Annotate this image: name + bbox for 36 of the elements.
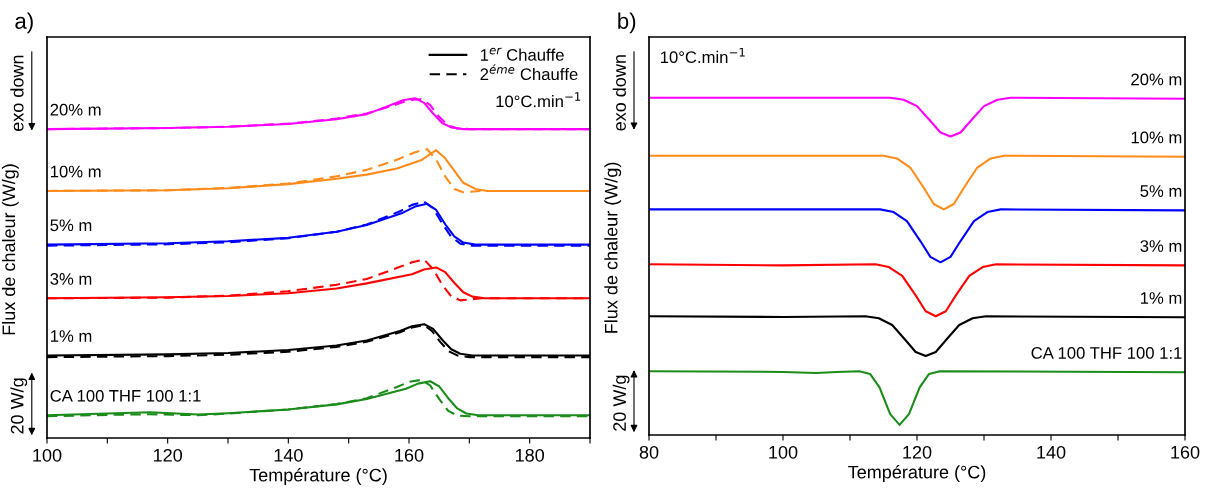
series-label: 3% m (1140, 240, 1182, 252)
series-label: 5% m (50, 219, 92, 232)
x-tick-label: 140 (274, 448, 303, 462)
y-axis-title: Flux de chaleur (W/g) (1, 164, 19, 335)
chart-title: b) (618, 12, 636, 34)
series-label: 1% m (50, 330, 92, 342)
chart-title: a) (15, 12, 33, 34)
y-axis-title: Flux de chaleur (W/g) (604, 162, 622, 333)
x-axis-title: Température (°C) (249, 468, 387, 486)
text: 20 W/g (10, 378, 28, 434)
annotation: 10°C.min$^{−1}$ (496, 92, 581, 108)
series-label: 10% m (50, 165, 101, 178)
series-label: CA 100 THF 100 1:1 (50, 389, 201, 402)
x-tick-label: 120 (903, 445, 932, 459)
series-label: CA 100 THF 100 1:1 (1031, 347, 1182, 359)
text: 20 W/g (612, 375, 630, 431)
x-tick-label: 80 (639, 445, 659, 459)
x-tick-label: 100 (33, 448, 62, 462)
x-axis-title: Température (°C) (848, 465, 986, 483)
x-tick-label: 160 (395, 448, 424, 462)
series-label: 20% m (50, 103, 101, 116)
text: exo down (10, 55, 24, 132)
series-label: 3% m (50, 273, 92, 285)
text: exo down (612, 55, 626, 131)
x-tick-label: 140 (1037, 445, 1066, 459)
text: 10°C.min$^{−1}$ (660, 48, 745, 64)
series-label: 10% m (1131, 131, 1182, 144)
x-tick-label: 160 (1171, 445, 1200, 459)
x-tick-label: 100 (769, 445, 798, 459)
x-tick-label: 180 (515, 448, 545, 462)
text: 2$^{éme}$ Chauffe (480, 64, 578, 81)
series-label: 5% m (1140, 185, 1182, 197)
x-tick-label: 120 (153, 448, 183, 462)
text: 1$^{er}$ Chauffe (480, 47, 564, 61)
series-label: 20% m (1131, 73, 1182, 86)
series-label: 1% m (1140, 292, 1182, 304)
